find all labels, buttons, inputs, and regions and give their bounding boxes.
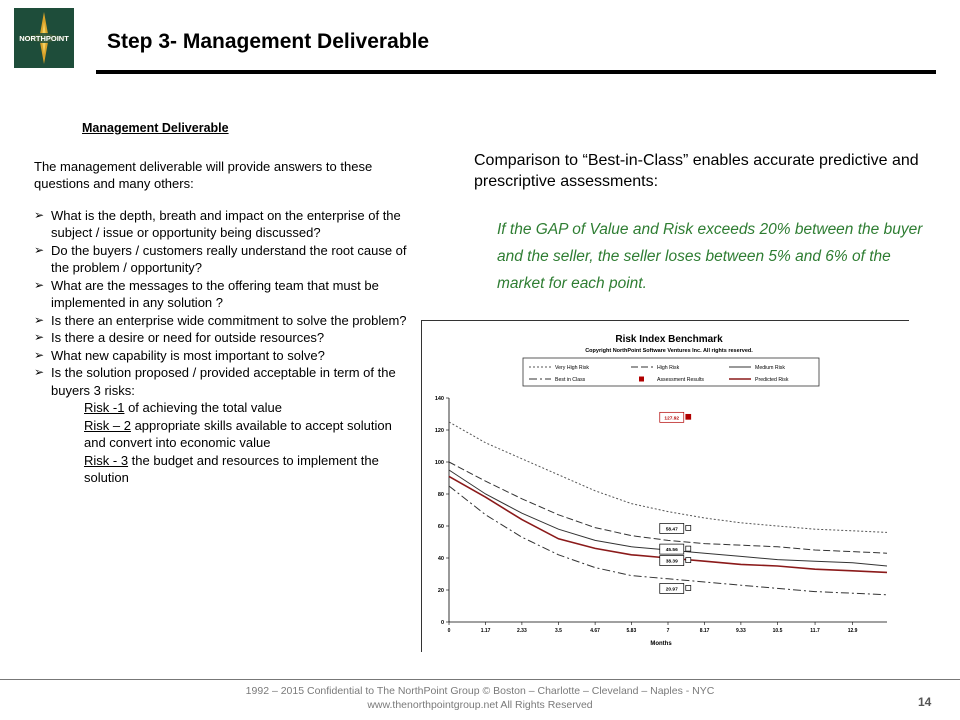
plot-area: 0 20 40 60 80 100 120 140 0 1.17 2.33 3.5 4.67 5.83 7 8… [435,396,888,634]
marker-label: 20.97 [666,586,678,592]
title-divider [96,70,936,74]
y-tick-label: 60 [438,524,444,530]
x-axis-label: Months [650,641,672,647]
risk-label: Risk – 2 [84,417,131,433]
marker-label-box [659,411,685,423]
list-item: Is the solution proposed / provided acce… [34,364,409,399]
footer-divider [0,679,960,680]
y-tick-label: 80 [438,492,444,498]
risk-label: Risk -1 [84,400,125,415]
list-item: Is there a desire or need for outside re… [34,329,409,347]
chart-subtitle: Copyright NorthPoint Software Ventures I… [585,348,753,354]
marker-label: 127.92 [664,415,679,421]
series-line [448,461,888,554]
x-tick-label: 0 [448,628,451,634]
y-tick-label: 100 [435,460,444,466]
risk-item: Risk – 2 appropriate skills available to… [84,417,409,452]
assessment-marker [685,585,692,591]
intro-text: The management deliverable will provide … [34,158,373,192]
risk-text: appropriate skills available to accept s… [84,417,392,451]
legend-label: High Risk [657,365,680,371]
y-tick-label: 140 [435,396,444,402]
x-tick-label: 3.5 [555,628,562,634]
y-tick-label: 120 [435,428,444,434]
left-column: Management Deliverable The management de… [34,120,409,487]
section-heading: Management Deliverable [82,121,229,135]
y-tick-label: 40 [438,556,444,562]
risk-text: of achieving the total value [124,400,283,415]
assessment-marker [685,557,692,563]
comparison-text: Comparison to “Best-in-Class” enables ac… [474,152,919,190]
assessment-marker [685,413,692,420]
risk-index-chart: Risk Index Benchmark Copyright NorthPoin… [421,320,909,652]
marker-label: 38.39 [666,559,678,565]
marker-label-box [659,543,685,555]
footer-website[interactable]: www.thenorthpointgroup.net All Rights Re… [367,699,593,711]
series-line [448,421,888,533]
assessment-marker [685,525,692,531]
legend-label: Best in Class [555,377,586,383]
y-tick-label: 20 [438,588,444,594]
risk-list: Risk -1 of achieving the total value Ris… [84,399,409,487]
marker-label: 58.47 [666,526,678,532]
chart-title: Risk Index Benchmark [615,334,723,345]
risk-item: Risk - 3 the budget and resources to imp… [84,452,409,487]
legend-label: Assessment Results [657,377,704,383]
legend-box [522,357,820,387]
x-tick-label: 7 [667,628,670,634]
x-tick-label: 10.5 [773,628,783,634]
legend-label: Very High Risk [555,365,589,371]
list-item: What new capability is most important to… [34,347,409,365]
legend-label: Predicted Risk [755,377,789,383]
list-item: What are the messages to the offering te… [34,277,409,312]
legend-swatch [639,376,644,382]
question-list: What is the depth, breath and impact on … [34,207,409,400]
logo-text: NORTHPOINT [19,34,69,43]
gap-statement: If the GAP of Value and Risk exceeds 20%… [497,221,923,292]
x-tick-label: 2.33 [517,628,527,634]
marker-label-box [659,523,685,534]
y-tick-label: 0 [441,620,444,626]
list-item: Is there an enterprise wide commitment t… [34,312,409,330]
x-tick-label: 9.33 [736,628,746,634]
legend-label: Medium Risk [755,365,785,371]
x-tick-label: 11.7 [810,628,820,634]
chart-legend: Very High Risk High Risk Medium Risk Best i… [529,365,789,383]
risk-item: Risk -1 of achieving the total value [84,399,409,417]
risk-label: Risk - 3 [84,452,129,468]
assessment-marker [685,545,692,552]
x-tick-label: 4.67 [590,628,600,634]
marker-label: 45.56 [666,547,678,553]
footer: 1992 – 2015 Confidential to The NorthPoi… [0,684,960,712]
page-number: 14 [918,695,932,709]
x-tick-label: 8.17 [700,628,710,634]
series-line [448,485,888,596]
risk-text: the budget and resources to implement th… [84,452,379,486]
marker-label-box [659,583,685,594]
list-item: What is the depth, breath and impact on … [34,207,409,242]
page-title: Step 3- Management Deliverable [107,30,430,53]
x-tick-label: 5.83 [627,628,637,634]
x-tick-label: 1.17 [481,628,491,634]
northpoint-logo: NORTHPOINT [14,8,74,68]
marker-label-box [659,555,685,566]
list-item: Do the buyers / customers really underst… [34,242,409,277]
footer-copyright: 1992 – 2015 Confidential to The NorthPoi… [245,685,715,697]
x-tick-label: 12.9 [848,628,858,634]
